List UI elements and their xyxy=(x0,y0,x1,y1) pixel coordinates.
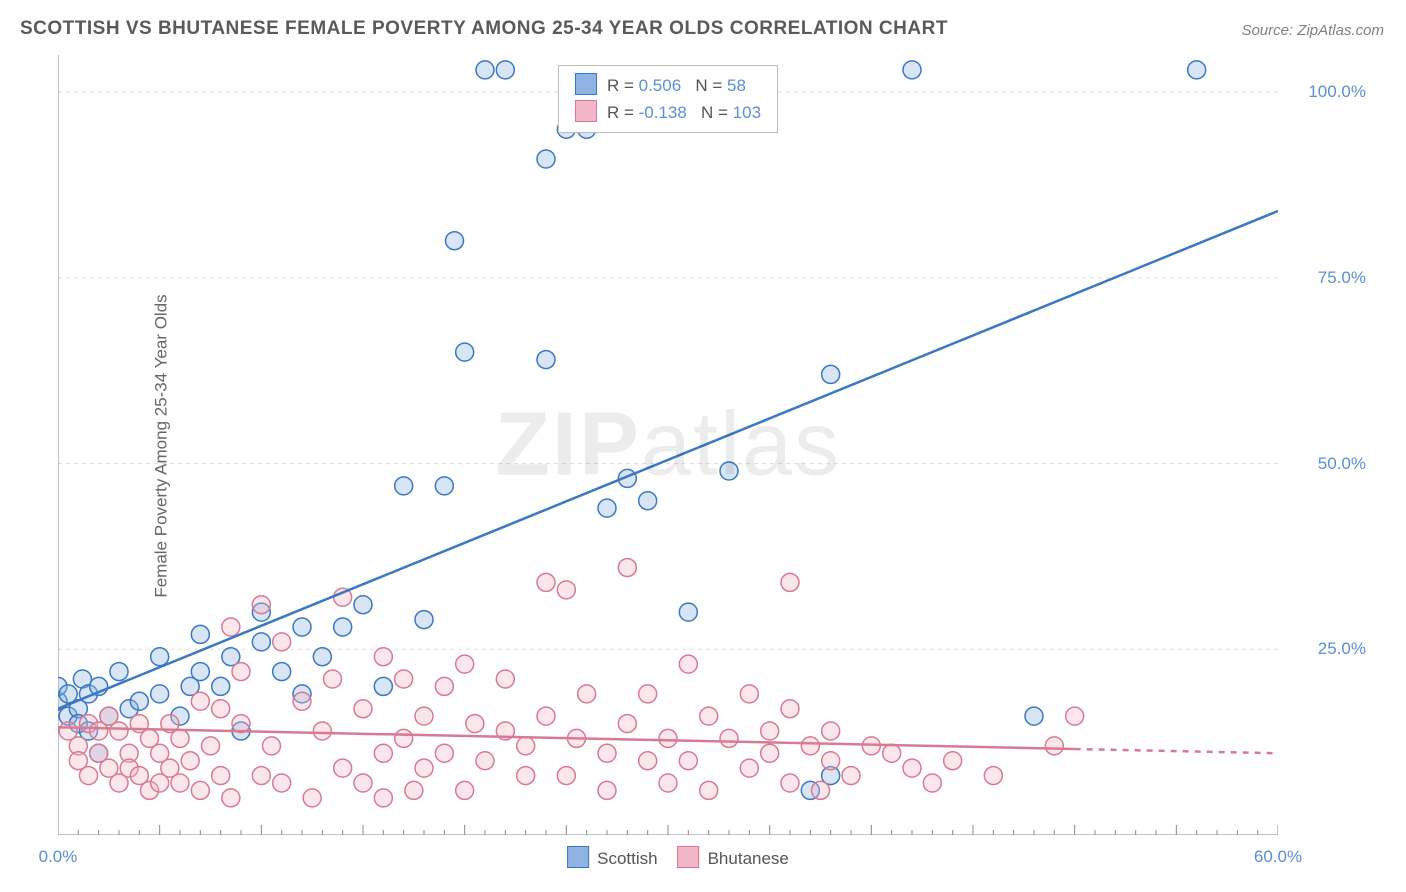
y-tick-label: 100.0% xyxy=(1308,82,1366,102)
y-tick-label: 50.0% xyxy=(1318,454,1366,474)
chart-area: R = 0.506 N = 58R = -0.138 N = 103 Scott… xyxy=(58,55,1278,835)
chart-title: SCOTTISH VS BHUTANESE FEMALE POVERTY AMO… xyxy=(20,18,948,40)
scatter-plot xyxy=(58,55,1278,835)
y-tick-label: 75.0% xyxy=(1318,268,1366,288)
stats-legend: R = 0.506 N = 58R = -0.138 N = 103 xyxy=(558,65,778,133)
x-origin-tick: 0.0% xyxy=(39,847,78,867)
source-label: Source: ZipAtlas.com xyxy=(1241,22,1384,39)
x-max-tick: 60.0% xyxy=(1254,847,1302,867)
y-tick-label: 25.0% xyxy=(1318,639,1366,659)
series-legend: ScottishBhutanese xyxy=(547,846,789,869)
